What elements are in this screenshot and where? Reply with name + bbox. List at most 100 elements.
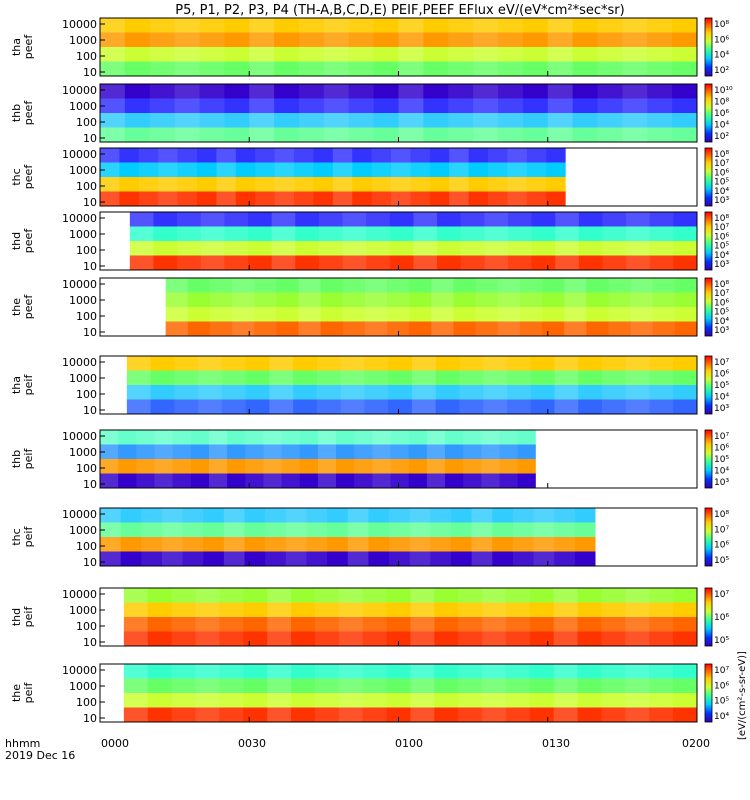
heatmap-column <box>177 148 198 206</box>
y-tick-label: 100 <box>76 462 97 475</box>
heatmap-column <box>374 18 399 76</box>
heatmap-column <box>236 148 255 206</box>
colorbar-tick-label: 10⁴ <box>714 121 729 131</box>
y-tick-label: 1000 <box>69 372 97 385</box>
heatmap-column <box>434 664 458 722</box>
heatmap-column <box>318 212 343 270</box>
colorbar-tick-label: 10³ <box>714 478 729 488</box>
heatmap-column <box>118 430 136 488</box>
heatmap-column <box>488 148 508 206</box>
colorbar-tick-label: 10⁴ <box>714 251 729 261</box>
heatmap-column <box>554 356 579 414</box>
heatmap-band <box>129 241 698 256</box>
time-tick-0000: 0000 <box>101 737 129 750</box>
panel-ylabel: peef <box>22 100 35 126</box>
y-tick-label: 10000 <box>62 430 97 443</box>
panel-ylabel: peef <box>22 228 35 254</box>
heatmap-column <box>579 212 603 270</box>
heatmap-column <box>453 278 475 336</box>
y-tick-label: 10 <box>83 556 97 569</box>
heatmap-column <box>342 278 365 336</box>
heatmap-column <box>530 588 554 646</box>
heatmap-column <box>460 212 485 270</box>
heatmap-column <box>136 430 155 488</box>
heatmap-band <box>126 356 698 371</box>
heatmap-column <box>652 278 675 336</box>
heatmap-column <box>512 508 534 566</box>
panel-ylabel: peef <box>22 294 35 320</box>
heatmap-column <box>526 148 547 206</box>
heatmap-column <box>625 356 650 414</box>
heatmap-band <box>123 693 697 708</box>
heatmap-column <box>224 212 249 270</box>
colorbar-tick-label: 10¹⁰ <box>714 86 733 96</box>
colorbar-tick-label: 10⁶ <box>714 109 729 119</box>
heatmap-column <box>174 18 200 76</box>
heatmap-column <box>267 664 292 722</box>
colorbar-tick-label: 10⁶ <box>714 168 729 178</box>
heatmap-column <box>597 84 623 142</box>
colorbar-tick-label: 10⁶ <box>714 541 729 551</box>
heatmap-column <box>267 588 292 646</box>
heatmap-column <box>255 148 275 206</box>
heatmap-column <box>553 664 578 722</box>
heatmap-column <box>622 18 648 76</box>
y-tick-label: 100 <box>76 388 97 401</box>
heatmap-column <box>575 508 596 566</box>
heatmap-column <box>673 212 697 270</box>
heatmap-column <box>647 18 673 76</box>
heatmap-column <box>165 278 188 336</box>
heatmap-column <box>198 356 222 414</box>
panel-ylabel: peef <box>22 34 35 60</box>
heatmap-column <box>126 356 151 414</box>
colorbar-tick-label: 10⁵ <box>714 697 729 707</box>
panel-ylabel: thc <box>10 528 23 545</box>
heatmap-band <box>100 551 596 567</box>
y-tick-label: 10 <box>83 636 97 649</box>
heatmap-column <box>221 356 246 414</box>
heatmap-column <box>578 588 602 646</box>
heatmap-column <box>336 430 354 488</box>
heatmap-column <box>151 356 175 414</box>
colorbar-tick-label: 10⁷ <box>714 223 729 233</box>
panel-ylabel: the <box>10 684 23 702</box>
colorbar-tick-label: 10⁷ <box>714 289 729 299</box>
heatmap-column <box>451 508 472 566</box>
y-tick-label: 1000 <box>69 100 97 113</box>
heatmap-column <box>269 356 294 414</box>
heatmap-column <box>445 430 463 488</box>
heatmap-column <box>172 430 191 488</box>
heatmap-column <box>227 430 245 488</box>
heatmap-column <box>553 588 578 646</box>
heatmap-column <box>200 212 225 270</box>
colorbar-tick-label: 10⁴ <box>714 51 729 61</box>
heatmap-column <box>436 356 460 414</box>
heatmap-column <box>263 430 282 488</box>
heatmap-column <box>174 84 200 142</box>
y-tick-label: 100 <box>76 50 97 63</box>
heatmap-column <box>578 356 602 414</box>
heatmap-column <box>426 430 446 488</box>
heatmap-column <box>458 588 483 646</box>
heatmap-column <box>171 664 196 722</box>
heatmap-column <box>471 508 493 566</box>
y-tick-label: 10 <box>83 404 97 417</box>
heatmap-column <box>224 84 249 142</box>
heatmap-column <box>430 148 449 206</box>
heatmap-column <box>342 212 367 270</box>
colorbar-tick-label: 10⁴ <box>714 467 729 477</box>
heatmap-column <box>149 84 175 142</box>
heatmap-column <box>154 430 173 488</box>
heatmap-band <box>100 473 536 489</box>
heatmap-column <box>481 430 500 488</box>
heatmap-column <box>473 84 498 142</box>
heatmap-column <box>409 508 431 566</box>
heatmap-column <box>649 212 674 270</box>
colorbar-tick-label: 10⁷ <box>714 666 729 676</box>
heatmap-column <box>332 148 353 206</box>
heatmap-column <box>291 664 315 722</box>
y-tick-label: 1000 <box>69 294 97 307</box>
heatmap-column <box>249 84 275 142</box>
colorbar <box>704 83 713 143</box>
